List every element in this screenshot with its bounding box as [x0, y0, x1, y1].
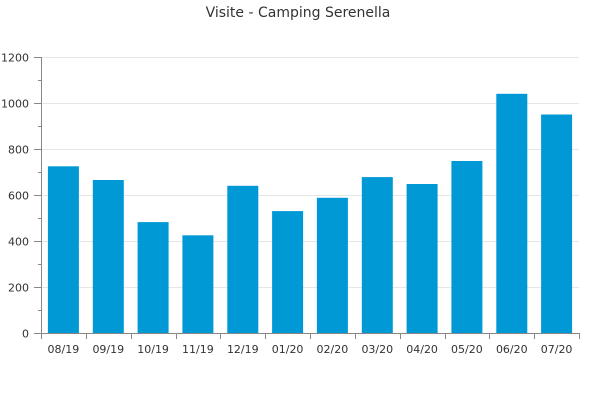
grid-lines [41, 57, 579, 288]
x-tick-label: 07/20 [541, 343, 573, 356]
axes [34, 57, 580, 339]
x-tick-label: 03/20 [361, 343, 393, 356]
x-tick-label: 11/19 [182, 343, 214, 356]
x-tick-label: 06/20 [496, 343, 528, 356]
chart-title: Visite - Camping Serenella [206, 5, 391, 21]
x-tick-label: 09/19 [92, 343, 124, 356]
y-tick-label: 600 [8, 190, 29, 203]
y-tick-label: 400 [8, 236, 29, 249]
bar[interactable] [361, 177, 393, 333]
bars [47, 93, 573, 334]
x-tick-labels: 08/19 09/19 10/19 11/19 12/19 01/20 02/20 03/20… [48, 343, 573, 356]
x-tick-label: 05/20 [451, 343, 483, 356]
y-tick-label: 200 [8, 282, 29, 295]
bar[interactable] [451, 161, 483, 333]
x-tick-label: 04/20 [406, 343, 438, 356]
x-tick-label: 02/20 [317, 343, 349, 356]
y-tick-label: 800 [8, 144, 29, 157]
bar[interactable] [92, 180, 124, 333]
x-tick-label: 10/19 [137, 343, 169, 356]
bar[interactable] [272, 211, 304, 333]
x-tick-label: 12/19 [227, 343, 259, 356]
bar[interactable] [47, 166, 79, 334]
bar[interactable] [496, 93, 528, 333]
bar[interactable] [182, 235, 214, 334]
bar[interactable] [316, 197, 348, 333]
bar[interactable] [137, 222, 169, 333]
bar[interactable] [227, 185, 259, 333]
x-tick-label: 08/19 [48, 343, 80, 356]
x-tick-label: 01/20 [272, 343, 304, 356]
bar[interactable] [541, 114, 573, 334]
y-tick-label: 1200 [1, 52, 29, 65]
y-tick-labels: 0 200 400 600 800 1000 1200 [1, 52, 29, 341]
y-tick-label: 1000 [1, 98, 29, 111]
y-tick-label: 0 [22, 328, 29, 341]
bar[interactable] [406, 184, 438, 333]
